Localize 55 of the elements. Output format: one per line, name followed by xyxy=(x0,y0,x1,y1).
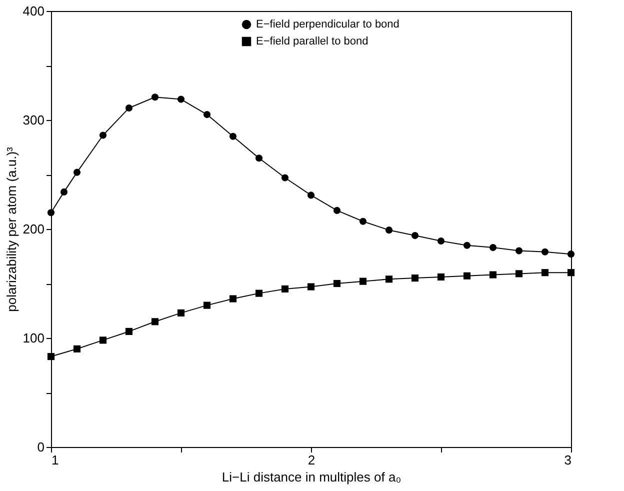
point xyxy=(437,273,445,280)
point xyxy=(203,302,211,309)
point xyxy=(255,290,263,297)
point xyxy=(463,272,471,280)
point xyxy=(229,132,237,140)
y-tick-label: 400 xyxy=(22,4,44,18)
point xyxy=(255,154,263,162)
point xyxy=(359,218,367,225)
point xyxy=(333,280,341,288)
point xyxy=(515,270,523,278)
x-tick-label: 2 xyxy=(308,452,316,468)
point xyxy=(411,274,419,282)
point xyxy=(125,328,133,335)
point xyxy=(99,132,107,139)
point xyxy=(463,242,471,249)
point xyxy=(489,244,497,252)
point xyxy=(567,250,575,258)
y-tick-label: 100 xyxy=(22,330,44,346)
y-axis-title: polarizability per atom (a.u.)³ xyxy=(4,146,19,312)
point xyxy=(125,104,133,112)
point xyxy=(99,336,107,344)
legend-label: E−field perpendicular to bond xyxy=(256,18,400,30)
point xyxy=(385,226,393,234)
point xyxy=(515,247,523,254)
point xyxy=(47,352,55,360)
point xyxy=(489,271,497,278)
y-tick-label: 300 xyxy=(22,112,44,128)
point xyxy=(151,94,159,101)
point xyxy=(567,269,575,276)
point xyxy=(307,283,315,290)
point xyxy=(385,276,393,283)
point xyxy=(359,278,367,285)
point xyxy=(73,168,81,176)
point xyxy=(73,345,81,352)
y-tick-label: 200 xyxy=(22,222,44,236)
point xyxy=(177,309,185,316)
point xyxy=(151,318,159,326)
point xyxy=(203,111,211,118)
legend-label: E−field parallel to bond xyxy=(256,36,368,48)
y-tick-label: 0 xyxy=(37,440,44,454)
x-tick-label: 3 xyxy=(564,452,572,468)
point xyxy=(333,206,341,214)
point xyxy=(541,269,549,276)
x-tick-label: 1 xyxy=(52,452,59,468)
point xyxy=(541,248,549,256)
point xyxy=(47,209,55,216)
point xyxy=(307,192,315,199)
point xyxy=(177,96,185,103)
point xyxy=(411,232,419,240)
point xyxy=(281,174,289,182)
point xyxy=(229,295,237,302)
point xyxy=(281,285,289,292)
point xyxy=(437,237,445,245)
x-axis-title: Li−Li distance in multiples of a₀ xyxy=(222,470,402,484)
point xyxy=(60,188,68,196)
